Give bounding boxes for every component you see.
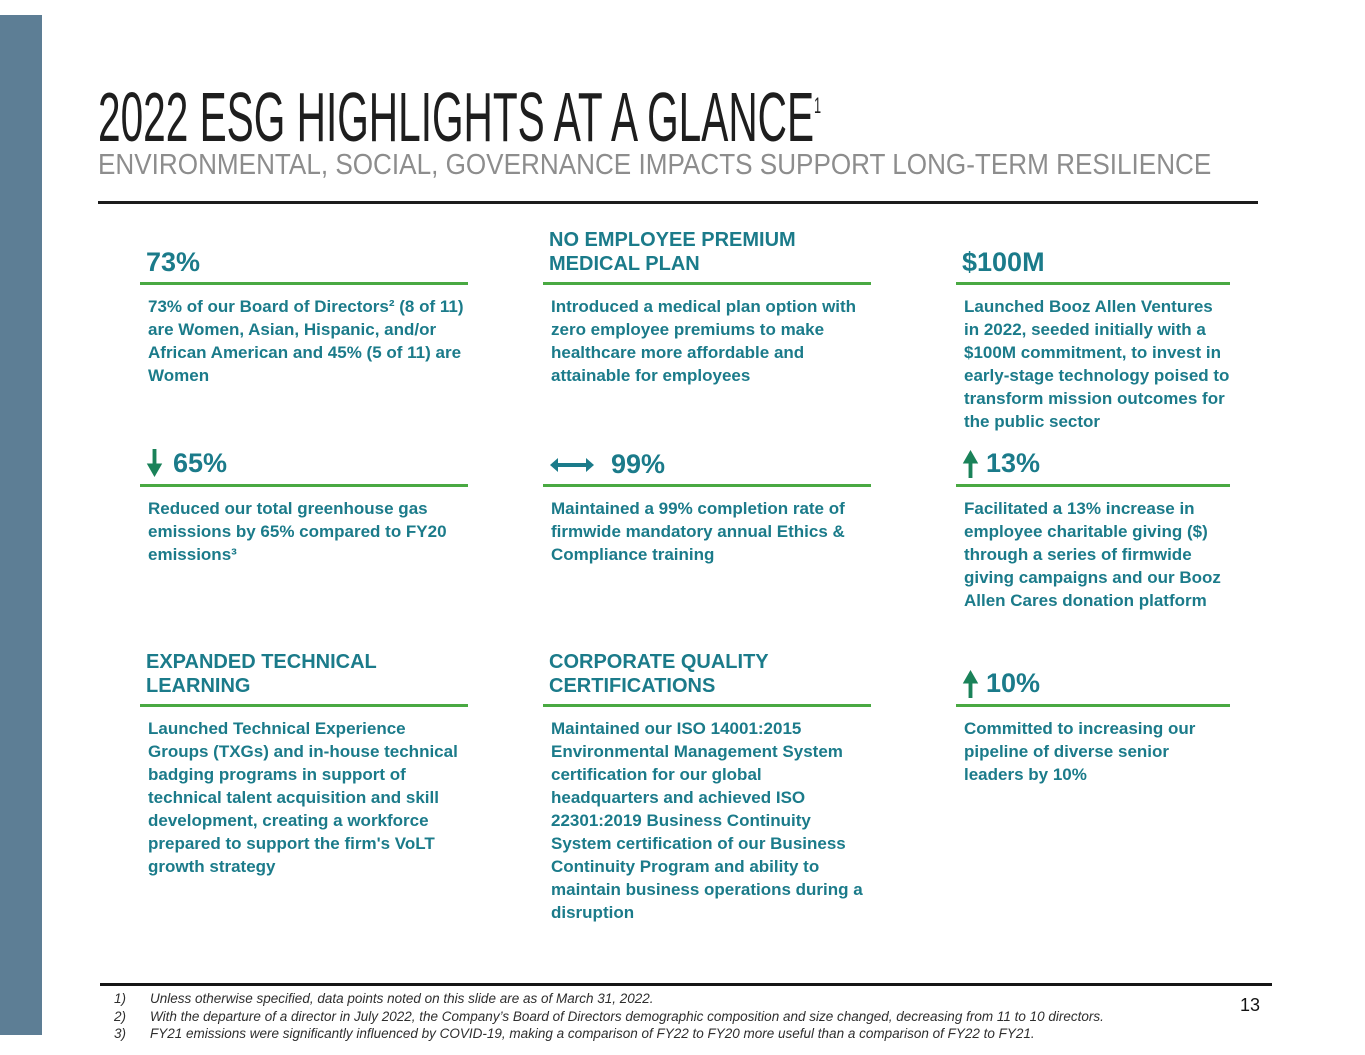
footnote-number: 2)	[114, 1008, 127, 1024]
footnote-text: Unless otherwise specified, data points …	[150, 991, 654, 1006]
page-title: 2022 ESG HIGHLIGHTS AT A GLANCE1	[98, 82, 821, 152]
card-body: Committed to increasing our pipeline of …	[964, 719, 1196, 784]
card-underline	[543, 704, 871, 707]
page-title-text: 2022 ESG HIGHLIGHTS AT A GLANCE	[98, 78, 815, 156]
footnote-text: FY21 emissions were significantly influe…	[150, 1026, 1035, 1041]
card-board-diversity: 73% 73% of our Board of Directors² (8 of…	[140, 230, 468, 387]
down-arrow-icon	[146, 449, 163, 478]
card-underline	[140, 282, 468, 285]
card-booz-allen-ventures: $100M Launched Booz Allen Ventures in 20…	[956, 230, 1230, 433]
card-body: Reduced our total greenhouse gas emissio…	[148, 499, 447, 564]
card-underline	[956, 704, 1230, 707]
footnote-item: 3) FY21 emissions were significantly inf…	[114, 1025, 1174, 1043]
card-body: 73% of our Board of Directors² (8 of 11)…	[148, 297, 464, 385]
card-underline	[543, 282, 871, 285]
card-heading: EXPANDED TECHNICAL LEARNING	[146, 651, 377, 697]
card-underline	[956, 282, 1230, 285]
card-charitable-giving: 13% Facilitated a 13% increase in employ…	[956, 444, 1230, 612]
card-heading: 99%	[611, 449, 666, 479]
card-ethics-training: 99% Maintained a 99% completion rate of …	[543, 444, 871, 566]
card-body: Facilitated a 13% increase in employee c…	[964, 499, 1221, 610]
card-quality-certifications: CORPORATE QUALITY CERTIFICATIONS Maintai…	[543, 648, 871, 924]
footnote-number: 1)	[114, 991, 127, 1006]
sidebar-accent-bar	[0, 15, 42, 1035]
card-medical-plan: NO EMPLOYEE PREMIUM MEDICAL PLAN Introdu…	[543, 229, 871, 387]
card-underline	[140, 704, 468, 707]
card-heading: 10%	[986, 668, 1041, 698]
card-ghg-emissions: 65% Reduced our total greenhouse gas emi…	[140, 444, 468, 566]
card-heading: 65%	[173, 448, 228, 478]
footnote-item: 2) With the departure of a director in J…	[114, 1008, 1174, 1026]
left-right-arrow-icon	[550, 457, 594, 472]
footnote-number: 3)	[114, 1026, 127, 1041]
card-body: Maintained our ISO 14001:2015 Environmen…	[551, 719, 863, 922]
page-subtitle: ENVIRONMENTAL, SOCIAL, GOVERNANCE IMPACT…	[98, 149, 1212, 181]
footnotes: 1) Unless otherwise specified, data poin…	[114, 990, 1174, 1043]
card-body: Launched Booz Allen Ventures in 2022, se…	[964, 297, 1230, 431]
card-heading: 73%	[146, 247, 201, 277]
title-footnote-superscript: 1	[814, 93, 822, 118]
footnote-item: 1) Unless otherwise specified, data poin…	[114, 990, 1174, 1008]
card-diverse-leaders: 10% Committed to increasing our pipeline…	[956, 648, 1230, 786]
page-number: 13	[1240, 995, 1261, 1015]
card-heading: CORPORATE QUALITY CERTIFICATIONS	[549, 651, 769, 697]
card-heading: $100M	[962, 247, 1045, 277]
card-body: Introduced a medical plan option with ze…	[551, 297, 857, 385]
up-arrow-icon	[962, 449, 979, 478]
up-arrow-icon	[962, 669, 979, 698]
card-technical-learning: EXPANDED TECHNICAL LEARNING Launched Tec…	[140, 648, 468, 878]
footer-divider-rule	[100, 983, 1272, 986]
card-body: Launched Technical Experience Groups (TX…	[148, 719, 458, 876]
card-heading: 13%	[986, 448, 1041, 478]
card-underline	[956, 484, 1230, 487]
card-underline	[543, 484, 871, 487]
title-divider-rule	[98, 201, 1258, 204]
card-body: Maintained a 99% completion rate of firm…	[551, 499, 845, 564]
card-heading: NO EMPLOYEE PREMIUM MEDICAL PLAN	[549, 229, 796, 275]
card-underline	[140, 484, 468, 487]
footnote-text: With the departure of a director in July…	[150, 1008, 1104, 1024]
